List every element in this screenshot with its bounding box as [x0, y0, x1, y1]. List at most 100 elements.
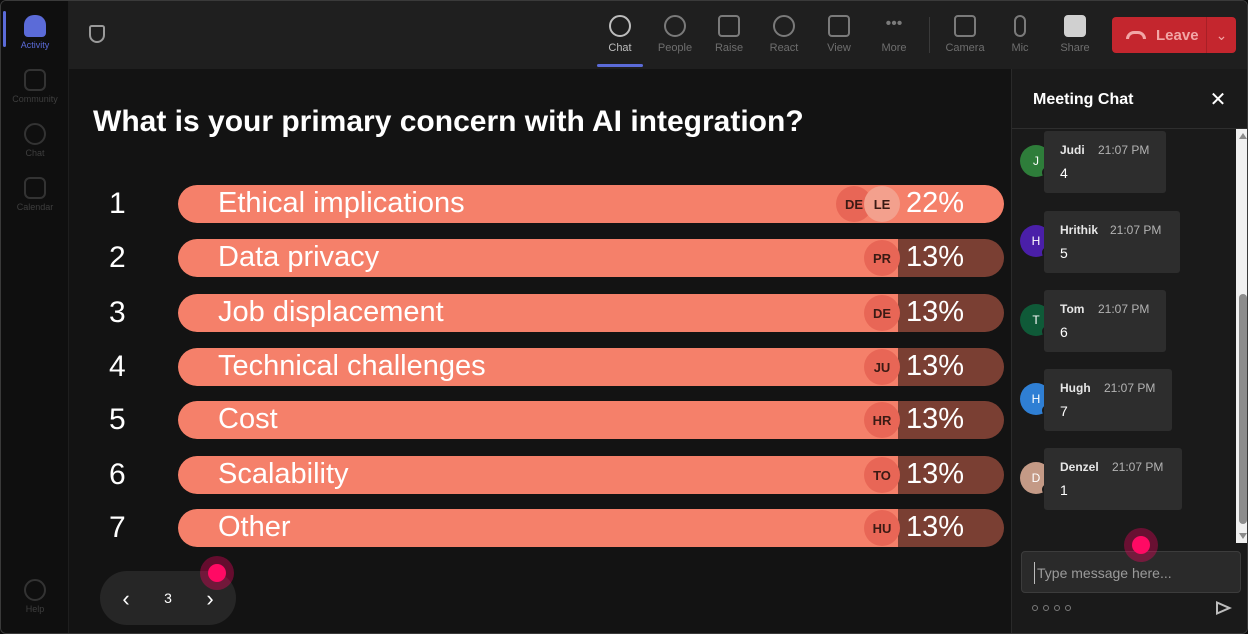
- leave-label: Leave: [1156, 26, 1199, 44]
- rail-item-community[interactable]: Community: [7, 61, 63, 109]
- scroll-down-icon[interactable]: [1239, 533, 1247, 539]
- chat-message[interactable]: Hugh 21:07 PM 7: [1044, 369, 1172, 431]
- next-page-button[interactable]: ›: [206, 586, 214, 611]
- toolbar-react-button[interactable]: React: [759, 11, 809, 61]
- people-icon: [664, 15, 686, 37]
- more-icon: •••: [885, 15, 903, 32]
- message-text: 6: [1060, 324, 1068, 340]
- option-percent: 13%: [905, 350, 964, 382]
- option-bar: Technical challenges JU 13%: [178, 348, 1004, 386]
- message-compose-box[interactable]: [1021, 551, 1241, 593]
- toolbar-people-button[interactable]: People: [650, 11, 700, 61]
- option-percent: 13%: [905, 403, 964, 435]
- shield-icon: [89, 25, 105, 43]
- poll-option-row: 1 Ethical implications DE LE 22%: [69, 185, 1011, 225]
- poll-stage: What is your primary concern with AI int…: [69, 69, 1011, 633]
- pointer-indicator: [200, 556, 234, 590]
- option-percent: 13%: [905, 458, 964, 490]
- option-percent: 13%: [905, 296, 964, 328]
- rail-item-label: Chat: [25, 148, 45, 158]
- attach-icon[interactable]: [1043, 605, 1049, 611]
- sender-name: Hrithik: [1060, 223, 1099, 237]
- option-bar: Ethical implications DE LE 22%: [178, 185, 1004, 223]
- avatar-initial: H: [1031, 234, 1041, 248]
- scroll-thumb[interactable]: [1239, 294, 1247, 524]
- bell-icon: [24, 15, 46, 37]
- avatar-initial: J: [1033, 154, 1039, 168]
- voter-avatar: HU: [864, 510, 900, 546]
- tool-label: Share: [1060, 42, 1090, 54]
- toolbar-more-button[interactable]: ••• More: [869, 11, 919, 61]
- message-input[interactable]: [1034, 562, 1224, 584]
- poll-option-row: 6 Scalability TO 13%: [69, 456, 1011, 496]
- avatar-initial: D: [1031, 471, 1041, 485]
- voter-avatar: TO: [864, 457, 900, 493]
- gif-icon[interactable]: [1065, 605, 1071, 611]
- poll-option-row: 3 Job displacement DE 13%: [69, 294, 1011, 334]
- chat-message[interactable]: Hrithik 21:07 PM 5: [1044, 211, 1180, 273]
- scroll-up-icon[interactable]: [1239, 133, 1247, 139]
- toolbar-share-button[interactable]: Share: [1050, 11, 1100, 61]
- option-percent: 13%: [905, 511, 964, 543]
- chat-message-list[interactable]: J Judi 21:07 PM 4 H Hrithik 21:07 PM 5 T Tom 21:07…: [1012, 129, 1236, 543]
- rail-item-label: Help: [25, 604, 45, 614]
- poll-option-row: 7 Other HU 13%: [69, 509, 1011, 549]
- leave-button[interactable]: Leave ⌄: [1112, 17, 1236, 53]
- option-label: Technical challenges: [218, 350, 486, 382]
- rail-item-label: Community: [12, 94, 58, 104]
- option-bar-fill: [178, 509, 898, 547]
- community-icon: [24, 69, 46, 91]
- meeting-toolbar: Chat People Raise React View ••• More Ca…: [69, 1, 1247, 69]
- message-text: 1: [1060, 482, 1068, 498]
- message-timestamp: 21:07 PM: [1098, 302, 1150, 316]
- close-icon[interactable]: ✕: [1209, 89, 1227, 111]
- chat-header: Meeting Chat ✕: [1012, 69, 1247, 129]
- camera-off-icon: [954, 15, 976, 37]
- voter-avatar: LE: [864, 186, 900, 222]
- message-timestamp: 21:07 PM: [1110, 223, 1162, 237]
- chat-icon: [24, 123, 46, 145]
- toolbar-mic-button[interactable]: Mic: [995, 11, 1045, 61]
- chat-scrollbar[interactable]: [1236, 129, 1247, 543]
- rail-item-activity[interactable]: Activity: [7, 7, 63, 55]
- tool-label: People: [657, 42, 693, 54]
- tool-label: Camera: [945, 42, 985, 54]
- option-number: 5: [109, 403, 126, 436]
- avatar-initial: H: [1031, 392, 1041, 406]
- rail-item-chat[interactable]: Chat: [7, 115, 63, 163]
- share-icon: [1064, 15, 1086, 37]
- mic-icon: [1014, 15, 1026, 37]
- rail-item-calendar[interactable]: Calendar: [7, 169, 63, 217]
- prev-page-button[interactable]: ‹: [122, 586, 130, 611]
- option-bar: Scalability TO 13%: [178, 456, 1004, 494]
- format-icon[interactable]: [1032, 605, 1038, 611]
- poll-question: What is your primary concern with AI int…: [93, 105, 804, 138]
- rail-active-indicator: [3, 11, 6, 47]
- rail-item-help[interactable]: Help: [7, 571, 63, 619]
- chat-message[interactable]: Judi 21:07 PM 4: [1044, 131, 1166, 193]
- leave-options-chevron-icon[interactable]: ⌄: [1206, 17, 1236, 53]
- calendar-icon: [24, 177, 46, 199]
- toolbar-view-button[interactable]: View: [814, 11, 864, 61]
- toolbar-chat-button[interactable]: Chat: [595, 11, 645, 61]
- sender-name: Denzel: [1060, 460, 1099, 474]
- chat-message[interactable]: Tom 21:07 PM 6: [1044, 290, 1166, 352]
- option-bar-fill: [178, 348, 898, 386]
- option-label: Ethical implications: [218, 187, 465, 219]
- chat-message[interactable]: Denzel 21:07 PM 1: [1044, 448, 1182, 510]
- active-tool-indicator: [597, 64, 643, 67]
- emoji-icon[interactable]: [1054, 605, 1060, 611]
- send-icon[interactable]: [1216, 601, 1232, 615]
- option-percent: 13%: [905, 241, 964, 273]
- toolbar-camera-button[interactable]: Camera: [940, 11, 990, 61]
- option-bar-fill: [178, 239, 898, 277]
- tool-label: Mic: [1011, 42, 1029, 54]
- option-bar-fill: [178, 294, 898, 332]
- option-bar: Cost HR 13%: [178, 401, 1004, 439]
- option-label: Job displacement: [218, 296, 444, 328]
- tool-label: React: [769, 42, 799, 54]
- toolbar-raise-button[interactable]: Raise: [704, 11, 754, 61]
- message-timestamp: 21:07 PM: [1112, 460, 1164, 474]
- option-bar-fill: [178, 401, 898, 439]
